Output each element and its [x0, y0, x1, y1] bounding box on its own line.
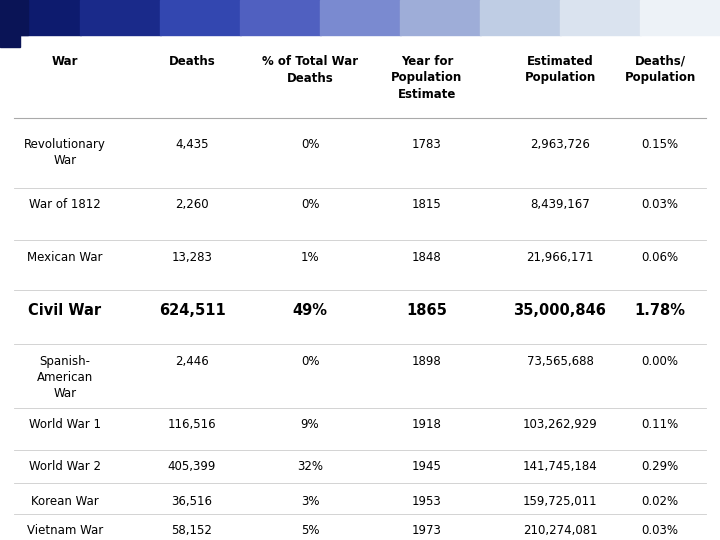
Text: Spanish-
American
War: Spanish- American War — [37, 355, 93, 400]
Text: 73,565,688: 73,565,688 — [526, 355, 593, 368]
Text: 0.00%: 0.00% — [642, 355, 678, 368]
Text: Deaths/
Population: Deaths/ Population — [624, 55, 696, 84]
Text: 32%: 32% — [297, 460, 323, 473]
Text: World War 2: World War 2 — [29, 460, 101, 473]
Text: 3%: 3% — [301, 495, 319, 508]
Text: 0.29%: 0.29% — [642, 460, 679, 473]
Text: 0.03%: 0.03% — [642, 524, 678, 537]
Text: 1815: 1815 — [412, 198, 442, 211]
Bar — [0, 0, 81, 35]
Text: 1.78%: 1.78% — [634, 303, 685, 318]
Bar — [240, 0, 321, 35]
Bar — [560, 0, 641, 35]
Text: 210,274,081: 210,274,081 — [523, 524, 598, 537]
Text: 0.02%: 0.02% — [642, 495, 678, 508]
Text: 141,745,184: 141,745,184 — [523, 460, 598, 473]
Text: 58,152: 58,152 — [171, 524, 212, 537]
Text: 1945: 1945 — [412, 460, 442, 473]
Bar — [0, 0, 28, 35]
Text: 0.03%: 0.03% — [642, 198, 678, 211]
Text: 1783: 1783 — [412, 138, 442, 151]
Bar — [0, 35, 20, 47]
Text: Revolutionary
War: Revolutionary War — [24, 138, 106, 167]
Text: 0.11%: 0.11% — [642, 418, 679, 431]
Text: 2,260: 2,260 — [175, 198, 209, 211]
Text: 0%: 0% — [301, 138, 319, 151]
Text: 159,725,011: 159,725,011 — [523, 495, 598, 508]
Bar — [640, 0, 720, 35]
Text: 1973: 1973 — [412, 524, 442, 537]
Text: 9%: 9% — [301, 418, 319, 431]
Bar — [160, 0, 241, 35]
Bar — [320, 0, 401, 35]
Text: 0.15%: 0.15% — [642, 138, 678, 151]
Text: World War 1: World War 1 — [29, 418, 101, 431]
Text: 2,963,726: 2,963,726 — [530, 138, 590, 151]
Bar — [80, 0, 161, 35]
Bar — [400, 0, 481, 35]
Text: 35,000,846: 35,000,846 — [513, 303, 606, 318]
Text: 1848: 1848 — [412, 251, 442, 264]
Text: 2,446: 2,446 — [175, 355, 209, 368]
Text: 103,262,929: 103,262,929 — [523, 418, 598, 431]
Text: Mexican War: Mexican War — [27, 251, 103, 264]
Text: 405,399: 405,399 — [168, 460, 216, 473]
Text: Deaths: Deaths — [168, 55, 215, 68]
Text: Civil War: Civil War — [28, 303, 102, 318]
Text: Vietnam War: Vietnam War — [27, 524, 103, 537]
Text: 0%: 0% — [301, 355, 319, 368]
Text: War of 1812: War of 1812 — [29, 198, 101, 211]
Text: War: War — [52, 55, 78, 68]
Text: 4,435: 4,435 — [175, 138, 209, 151]
Text: 0.06%: 0.06% — [642, 251, 678, 264]
Text: 624,511: 624,511 — [158, 303, 225, 318]
Text: 5%: 5% — [301, 524, 319, 537]
Text: 116,516: 116,516 — [168, 418, 216, 431]
Bar — [480, 0, 561, 35]
Text: 36,516: 36,516 — [171, 495, 212, 508]
Text: 1953: 1953 — [412, 495, 442, 508]
Text: 1865: 1865 — [407, 303, 447, 318]
Text: 13,283: 13,283 — [171, 251, 212, 264]
Text: 8,439,167: 8,439,167 — [530, 198, 590, 211]
Text: Year for
Population
Estimate: Year for Population Estimate — [392, 55, 463, 101]
Text: % of Total War
Deaths: % of Total War Deaths — [262, 55, 358, 84]
Text: 0%: 0% — [301, 198, 319, 211]
Text: 1898: 1898 — [412, 355, 442, 368]
Text: Korean War: Korean War — [31, 495, 99, 508]
Text: 1918: 1918 — [412, 418, 442, 431]
Text: 1%: 1% — [301, 251, 319, 264]
Text: 21,966,171: 21,966,171 — [526, 251, 594, 264]
Text: 49%: 49% — [292, 303, 328, 318]
Text: Estimated
Population: Estimated Population — [524, 55, 595, 84]
